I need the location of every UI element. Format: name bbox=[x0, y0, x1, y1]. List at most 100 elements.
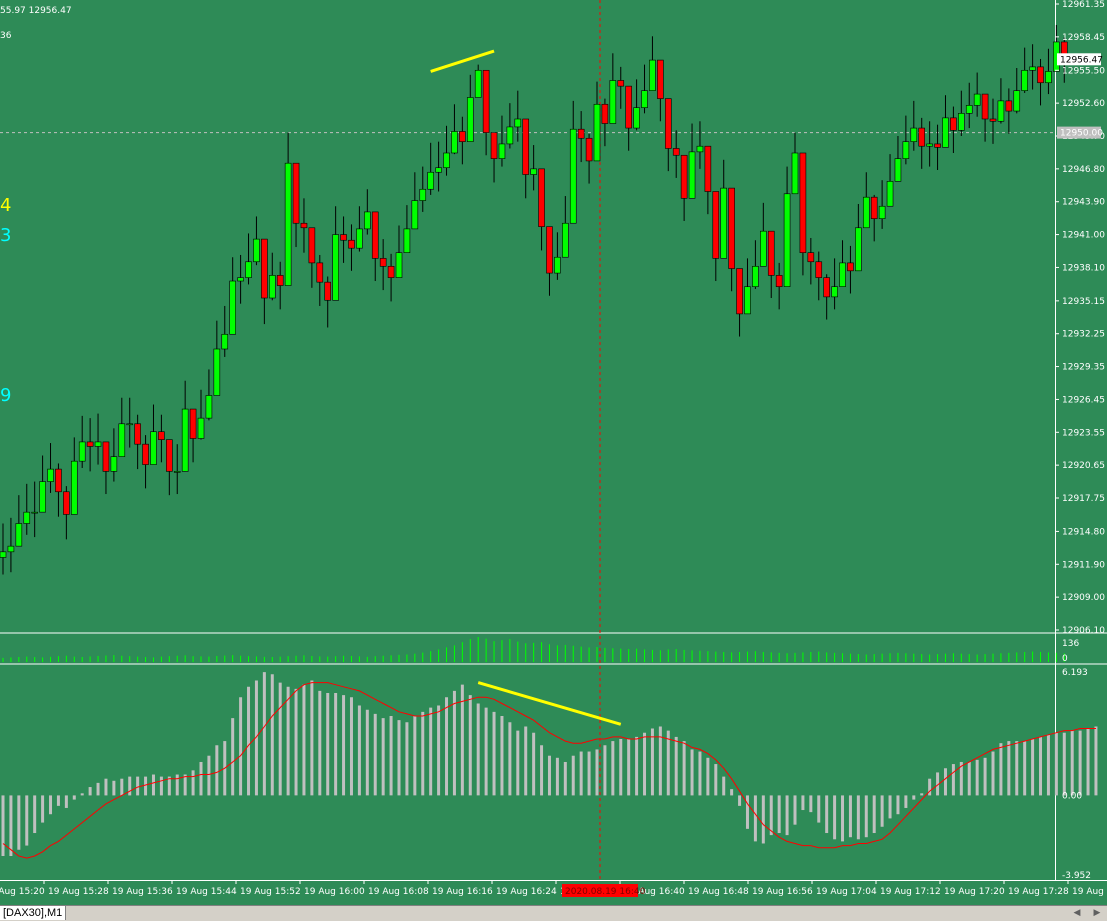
candle bbox=[498, 115, 506, 167]
bear-candle-body bbox=[981, 93, 989, 120]
candle bbox=[340, 216, 347, 263]
candle bbox=[181, 380, 189, 472]
candle bbox=[664, 98, 672, 172]
bear-candle-body bbox=[934, 143, 941, 148]
current-price-box bbox=[1057, 53, 1101, 66]
bear-candle-body bbox=[158, 431, 165, 440]
bull-candle-body bbox=[752, 265, 759, 287]
candle bbox=[704, 145, 712, 215]
candle bbox=[229, 257, 236, 335]
candle bbox=[672, 130, 680, 178]
candle bbox=[506, 103, 514, 149]
bear-candle-body bbox=[664, 98, 672, 149]
candle bbox=[451, 104, 458, 155]
candle bbox=[942, 95, 949, 148]
bear-candle-body bbox=[989, 118, 997, 122]
price-chart[interactable] bbox=[0, 0, 1107, 881]
bear-candle-body bbox=[348, 239, 355, 249]
bull-candle-body bbox=[94, 441, 102, 447]
candle bbox=[70, 437, 78, 515]
candle bbox=[522, 118, 530, 199]
candle bbox=[308, 227, 316, 288]
bull-candle-body bbox=[0, 551, 7, 558]
candle bbox=[459, 116, 466, 165]
candle bbox=[839, 240, 846, 287]
candle bbox=[126, 397, 134, 448]
bull-candle-body bbox=[530, 168, 537, 175]
bull-candle-body bbox=[229, 280, 236, 335]
price-tick-label: 12917.75 bbox=[1062, 494, 1105, 504]
candle bbox=[427, 142, 434, 195]
candle bbox=[657, 59, 664, 122]
bear-candle-body bbox=[459, 131, 466, 142]
bull-candle-body bbox=[1029, 66, 1036, 71]
candle bbox=[688, 123, 696, 199]
price-tick-label: 12920.65 bbox=[1062, 461, 1105, 471]
bull-candle-body bbox=[245, 261, 252, 278]
scroll-left-icon[interactable]: ◀ bbox=[1073, 908, 1081, 918]
time-tick-label: 19 Aug 15:28 bbox=[48, 887, 109, 897]
time-tick-label: 19 Aug 15:36 bbox=[112, 887, 173, 897]
level-price-box bbox=[1057, 126, 1101, 139]
candle bbox=[276, 261, 284, 310]
time-tick-label: 19 Aug 17:12 bbox=[880, 887, 941, 897]
candle bbox=[482, 69, 490, 156]
candle bbox=[356, 206, 363, 252]
chart-tab[interactable]: [DAX30],M1 bbox=[0, 906, 67, 920]
candle bbox=[538, 168, 545, 251]
bear-candle-body bbox=[86, 441, 94, 447]
bull-candle-body bbox=[1045, 71, 1052, 84]
candle bbox=[554, 232, 561, 280]
candle bbox=[284, 132, 292, 286]
candle bbox=[831, 258, 838, 310]
candle bbox=[965, 82, 973, 129]
volume-panel[interactable] bbox=[2, 637, 1065, 662]
price-tick-label: 12958.45 bbox=[1062, 33, 1105, 43]
price-tick-label: 12961.35 bbox=[1062, 0, 1105, 10]
time-tick-label: 19 Aug 16:08 bbox=[368, 887, 429, 897]
bear-candle-body bbox=[379, 258, 387, 267]
candle bbox=[245, 233, 252, 285]
candle bbox=[379, 239, 387, 291]
price-tick-label: 12914.80 bbox=[1062, 527, 1105, 537]
price-tick-label: 12929.35 bbox=[1062, 363, 1105, 373]
bull-candle-body bbox=[562, 222, 569, 258]
bull-candle-body bbox=[783, 193, 791, 287]
scroll-right-icon[interactable]: ▶ bbox=[1093, 908, 1101, 918]
macd-panel[interactable] bbox=[1, 672, 1098, 859]
candle bbox=[862, 172, 870, 229]
bear-candle-body bbox=[102, 441, 110, 472]
bull-candle-body bbox=[839, 262, 846, 287]
candle bbox=[649, 36, 656, 91]
bear-candle-body bbox=[308, 227, 316, 264]
bull-candle-body bbox=[181, 408, 189, 472]
bear-candle-body bbox=[300, 222, 308, 229]
price-tick-label: 12906.10 bbox=[1062, 626, 1105, 636]
candle bbox=[958, 90, 965, 136]
candle bbox=[577, 111, 585, 163]
cursor-time-label: 2020.08.19 16:40 bbox=[565, 887, 646, 897]
candle bbox=[443, 125, 450, 176]
candle bbox=[736, 268, 743, 337]
candle bbox=[419, 166, 427, 212]
candle bbox=[316, 254, 324, 306]
bull-candle-body bbox=[443, 152, 450, 169]
bull-candle-body bbox=[720, 187, 728, 259]
bear-candle-body bbox=[870, 196, 878, 220]
time-tick-label: 19 Aug 16:40 bbox=[624, 887, 685, 897]
candle bbox=[1045, 48, 1052, 95]
candle bbox=[799, 152, 807, 276]
bear-candle-body bbox=[823, 277, 830, 298]
candle bbox=[15, 495, 23, 547]
bear-candle-body bbox=[371, 211, 379, 259]
candle bbox=[142, 435, 149, 489]
bull-candle-body bbox=[514, 118, 522, 128]
bear-candle-body bbox=[625, 85, 632, 129]
candle bbox=[253, 216, 260, 266]
macd-tick-label: -3.952 bbox=[1062, 871, 1091, 881]
candle bbox=[728, 187, 735, 292]
candle bbox=[870, 194, 878, 242]
bull-candle-body bbox=[862, 196, 870, 229]
